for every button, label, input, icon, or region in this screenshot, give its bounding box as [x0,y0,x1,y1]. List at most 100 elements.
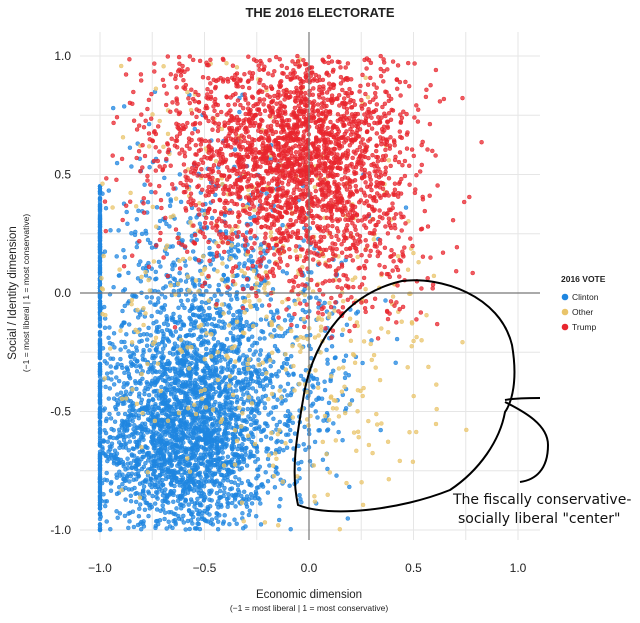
point-clinton [135,315,141,320]
point-clinton [162,295,168,300]
point-clinton [156,296,161,301]
point-clinton [126,322,132,327]
point-other [350,351,356,357]
point-other [424,312,429,318]
point-other [137,495,143,500]
point-other [358,388,363,394]
point-clinton [198,474,203,480]
point-clinton [141,454,146,460]
point-other [258,246,263,252]
point-other [409,343,414,349]
point-clinton [204,422,210,428]
point-clinton [185,394,190,399]
point-trump [433,67,439,73]
point-other [328,394,334,399]
point-clinton [238,431,243,437]
point-clinton [334,473,339,478]
point-other [135,307,140,313]
point-clinton [108,228,113,233]
point-other [434,406,439,412]
point-clinton [108,526,113,532]
point-other [390,294,396,299]
point-trump [249,245,254,251]
point-clinton [254,306,260,312]
point-clinton [106,335,111,341]
point-other [147,288,153,293]
point-other [367,329,372,334]
point-clinton [201,338,207,344]
point-clinton [159,451,164,456]
point-trump [299,272,305,278]
point-clinton [149,313,154,319]
point-clinton [198,478,204,484]
point-clinton [241,392,246,397]
point-clinton [209,479,214,484]
point-clinton [201,445,207,450]
point-clinton [136,513,142,519]
point-clinton [284,270,290,276]
point-clinton [263,470,268,475]
point-other [410,459,416,465]
point-other [434,382,439,387]
point-other [247,298,252,304]
point-other [175,281,181,287]
point-clinton [285,381,291,387]
point-other [219,302,225,307]
point-other [165,418,171,424]
point-trump [379,115,384,120]
point-other [185,274,191,279]
point-clinton [246,414,251,419]
point-other [150,204,156,210]
point-clinton [240,526,246,531]
point-clinton [271,312,276,317]
point-clinton [158,264,163,269]
point-other [227,383,232,388]
point-clinton [233,255,239,260]
point-clinton [128,461,133,466]
point-clinton [205,505,210,510]
point-clinton [262,336,267,341]
point-trump [364,66,369,71]
point-other [129,340,135,345]
point-other [352,360,358,366]
point-trump [378,169,383,175]
point-clinton [142,182,147,187]
point-clinton [195,517,201,522]
point-clinton [232,497,238,502]
point-clinton [164,526,169,531]
point-trump [285,262,290,268]
point-clinton [208,465,213,470]
point-other [301,335,306,341]
point-clinton [137,502,143,507]
point-trump [350,129,355,135]
point-other [242,330,247,336]
point-clinton [196,336,201,342]
point-clinton [121,381,127,386]
point-clinton [241,489,247,495]
point-clinton [324,347,329,353]
point-trump [415,107,421,112]
point-other [232,427,238,433]
point-clinton [155,484,161,490]
point-clinton [148,502,153,508]
point-clinton [130,407,135,413]
point-clinton [158,423,163,429]
point-clinton [183,279,189,284]
point-clinton [97,238,103,243]
point-clinton [260,394,265,400]
point-clinton [166,403,171,408]
point-other [185,345,190,350]
point-clinton [246,497,251,502]
point-clinton [97,197,103,202]
point-clinton [97,316,103,322]
point-clinton [128,473,133,479]
point-other [322,413,328,419]
point-clinton [255,407,260,412]
point-other [262,282,268,288]
point-clinton [193,378,198,383]
point-clinton [215,519,221,524]
point-clinton [276,369,282,374]
point-other [331,398,337,403]
point-other [366,418,371,424]
point-clinton [205,436,211,441]
